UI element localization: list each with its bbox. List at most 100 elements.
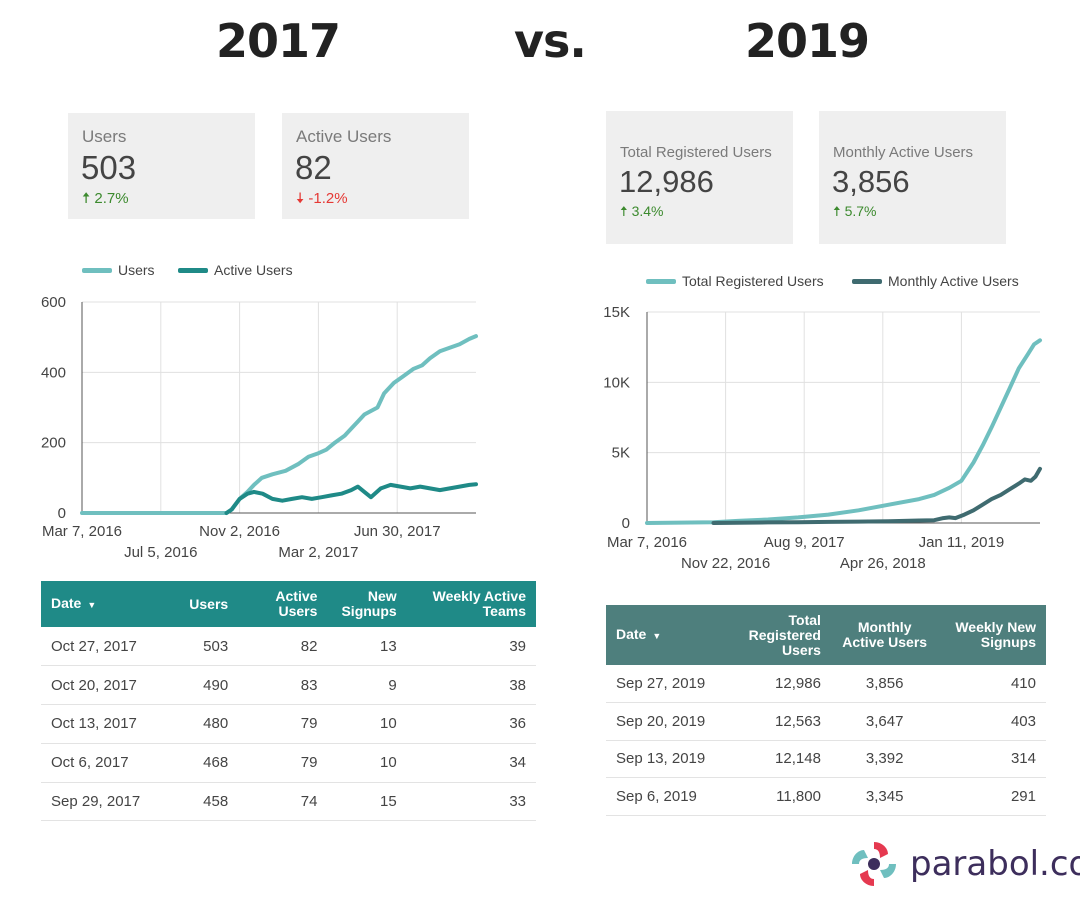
- column-header-date[interactable]: Date ▼: [616, 625, 662, 642]
- arrow-down-icon: 🠇: [296, 190, 305, 207]
- x-tick-label: Mar 7, 2016: [607, 534, 687, 551]
- y-tick-label: 400: [41, 364, 66, 381]
- parabol-logo[interactable]: parabol.co: [848, 838, 1080, 890]
- column-header-total-registered[interactable]: Total Registered Users: [748, 611, 821, 658]
- x-tick-label: Jan 11, 2019: [919, 534, 1005, 551]
- kpi-delta: 🠇 -1.2%: [296, 190, 348, 207]
- kpi-value: 12,986: [619, 164, 714, 199]
- legend-label: Users: [118, 262, 155, 278]
- arrow-up-icon: 🠅: [620, 203, 628, 219]
- legend-label: Monthly Active Users: [888, 273, 1019, 289]
- table-cell: 74: [238, 782, 328, 822]
- table-cell: 83: [238, 665, 328, 706]
- table-2019: Date ▼ Total Registered Users Monthly Act…: [606, 605, 1046, 816]
- legend-total-registered[interactable]: Total Registered Users: [646, 273, 824, 289]
- y-tick-label: 600: [41, 294, 66, 311]
- legend-active-users[interactable]: Active Users: [178, 262, 293, 278]
- table-cell: 15: [327, 782, 407, 822]
- kpi-delta: 🠅 5.7%: [833, 203, 877, 219]
- title-vs: vs.: [514, 14, 587, 68]
- x-tick-label: Aug 9, 2017: [764, 534, 845, 551]
- x-tick-label: Mar 7, 2016: [42, 523, 122, 540]
- kpi-value: 82: [295, 149, 332, 186]
- x-tick-label: Jul 5, 2016: [124, 544, 197, 561]
- table-cell: 480: [161, 704, 239, 744]
- table-row[interactable]: Sep 13, 2019 12,148 3,392 314: [606, 740, 1046, 778]
- table-cell: 13: [327, 627, 407, 667]
- table-cell: 12,563: [731, 702, 831, 741]
- kpi-value: 3,856: [832, 164, 910, 199]
- kpi-card-monthly-active[interactable]: Monthly Active Users 3,856 🠅 5.7%: [819, 111, 1006, 244]
- x-tick-label: Apr 26, 2018: [840, 555, 926, 572]
- table-cell: 3,345: [830, 777, 939, 816]
- table-cell: 503: [161, 627, 239, 667]
- table-row[interactable]: Oct 27, 2017 503 82 13 39: [41, 627, 536, 667]
- series-line-monthly-active-users[interactable]: [711, 466, 1042, 525]
- table-cell: 403: [938, 702, 1046, 741]
- column-header-active-users[interactable]: Active Users: [275, 588, 318, 619]
- kpi-card-users[interactable]: Users 503 🠅 2.7%: [68, 113, 255, 219]
- table-cell: 34: [406, 743, 536, 783]
- table-row[interactable]: Oct 6, 2017 468 79 10 34: [41, 743, 536, 783]
- legend-swatch: [646, 278, 676, 284]
- line-chart-2019[interactable]: 0 5K 10K 15K Mar 7, 2016 Aug 9, 2017 Jan 11, 2…: [540, 0, 1080, 590]
- table-cell: 9: [327, 665, 407, 706]
- legend-users[interactable]: Users: [82, 262, 155, 278]
- table-header-row: Date ▼ Users Active Users New Signups Wee…: [41, 581, 536, 627]
- x-tick-label: Mar 2, 2017: [278, 544, 358, 561]
- column-header-new-signups[interactable]: New Signups: [341, 588, 397, 619]
- legend-label: Active Users: [214, 262, 293, 278]
- legend-swatch: [82, 267, 112, 273]
- table-cell: 38: [406, 665, 536, 706]
- table-cell: Sep 20, 2019: [606, 702, 732, 741]
- table-cell: Oct 27, 2017: [41, 627, 162, 667]
- kpi-value: 503: [81, 149, 137, 186]
- series-line-active-users[interactable]: [224, 482, 478, 515]
- legend-monthly-active[interactable]: Monthly Active Users: [852, 273, 1019, 289]
- series-line-users[interactable]: [80, 334, 478, 515]
- column-header-monthly-active[interactable]: Monthly Active Users: [842, 619, 928, 650]
- table-cell: Oct 20, 2017: [41, 665, 162, 706]
- x-tick-label: Jun 30, 2017: [354, 523, 441, 540]
- legend-swatch: [852, 278, 882, 284]
- title-2017: 2017: [216, 14, 341, 68]
- y-tick-label: 5K: [612, 445, 630, 462]
- table-cell: 468: [161, 743, 239, 783]
- table-row[interactable]: Sep 27, 2019 12,986 3,856 410: [606, 665, 1046, 703]
- column-header-weekly-new-signups[interactable]: Weekly New Signups: [955, 619, 1036, 650]
- table-cell: 3,392: [830, 740, 939, 778]
- table-cell: Sep 6, 2019: [606, 777, 732, 816]
- y-tick-label: 10K: [603, 374, 630, 391]
- arrow-up-icon: 🠅: [82, 190, 91, 207]
- kpi-card-active-users[interactable]: Active Users 82 🠇 -1.2%: [282, 113, 469, 219]
- kpi-label: Monthly Active Users: [833, 144, 974, 161]
- table-2017: Date ▼ Users Active Users New Signups Wee…: [41, 581, 536, 822]
- table-row[interactable]: Sep 6, 2019 11,800 3,345 291: [606, 777, 1046, 816]
- title-2019: 2019: [745, 14, 870, 68]
- table-cell: 82: [238, 627, 328, 667]
- table-cell: 3,856: [830, 665, 939, 703]
- table-cell: 11,800: [731, 777, 831, 816]
- table-cell: 36: [406, 704, 536, 744]
- table-cell: Oct 13, 2017: [41, 704, 162, 744]
- table-row[interactable]: Sep 29, 2017 458 74 15 33: [41, 782, 536, 822]
- column-header-users[interactable]: Users: [189, 595, 229, 612]
- table-row[interactable]: Oct 20, 2017 490 83 9 38: [41, 665, 536, 706]
- y-tick-label: 200: [41, 435, 66, 452]
- table-cell: 10: [327, 704, 407, 744]
- table-cell: 33: [406, 782, 536, 822]
- table-cell: 314: [938, 740, 1046, 778]
- table-row[interactable]: Oct 13, 2017 480 79 10 36: [41, 704, 536, 744]
- column-header-date[interactable]: Date ▼: [51, 594, 97, 611]
- line-chart-2017[interactable]: 0 200 400 600 Mar 7, 2016 Nov 2, 2016 Jun 30, …: [0, 0, 540, 580]
- kpi-label: Active Users: [296, 127, 392, 146]
- kpi-card-total-registered[interactable]: Total Registered Users 12,986 🠅 3.4%: [606, 111, 793, 244]
- table-row[interactable]: Sep 20, 2019 12,563 3,647 403: [606, 702, 1046, 741]
- logo-text: parabol.co: [910, 844, 1080, 884]
- table-cell: Sep 13, 2019: [606, 740, 732, 778]
- table-cell: 10: [327, 743, 407, 783]
- sort-desc-icon: ▼: [87, 599, 97, 610]
- series-line-total-registered-users[interactable]: [645, 338, 1042, 525]
- column-header-weekly-active-teams[interactable]: Weekly Active Teams: [432, 588, 526, 619]
- table-cell: 3,647: [830, 702, 939, 741]
